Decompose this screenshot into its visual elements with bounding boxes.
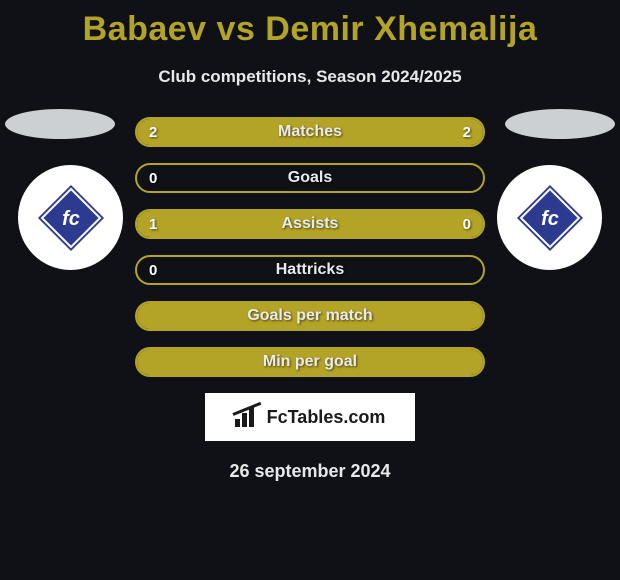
stat-label: Matches — [137, 119, 483, 145]
svg-text:fc: fc — [541, 208, 559, 230]
stats-bars: Matches22Goals0Assists10Hattricks0Goals … — [135, 117, 485, 377]
stat-label: Min per goal — [137, 349, 483, 375]
club-crest-icon: fc — [36, 183, 106, 253]
stat-value-right: 0 — [451, 211, 483, 237]
stat-label: Hattricks — [137, 257, 483, 283]
stat-label: Goals per match — [137, 303, 483, 329]
footer-date: 26 september 2024 — [0, 461, 620, 482]
stat-row: Goals per match — [135, 301, 485, 331]
stat-row: Min per goal — [135, 347, 485, 377]
brand-text: FcTables.com — [267, 407, 386, 428]
player-right-club-badge: fc — [497, 165, 602, 270]
player-right-avatar — [505, 109, 615, 139]
stat-value-right: 2 — [451, 119, 483, 145]
brand-chart-icon — [235, 407, 261, 427]
stat-row: Goals0 — [135, 163, 485, 193]
comparison-panel: fc fc Matches22Goals0Assists10Hattricks0… — [0, 117, 620, 482]
stat-row: Assists1 0 — [135, 209, 485, 239]
stat-label: Assists — [137, 211, 483, 237]
player-left-avatar — [5, 109, 115, 139]
brand-box: FcTables.com — [205, 393, 415, 441]
club-crest-icon: fc — [515, 183, 585, 253]
player-left-club-badge: fc — [18, 165, 123, 270]
svg-text:fc: fc — [62, 208, 80, 230]
stat-value-left: 0 — [137, 165, 169, 191]
stat-value-left: 0 — [137, 257, 169, 283]
stat-row: Matches2 2 — [135, 117, 485, 147]
page-subtitle: Club competitions, Season 2024/2025 — [0, 67, 620, 87]
stat-row: Hattricks0 — [135, 255, 485, 285]
stat-label: Goals — [137, 165, 483, 191]
stat-value-left: 1 — [137, 211, 169, 237]
page-title: Babaev vs Demir Xhemalija — [0, 0, 620, 49]
stat-value-left: 2 — [137, 119, 169, 145]
